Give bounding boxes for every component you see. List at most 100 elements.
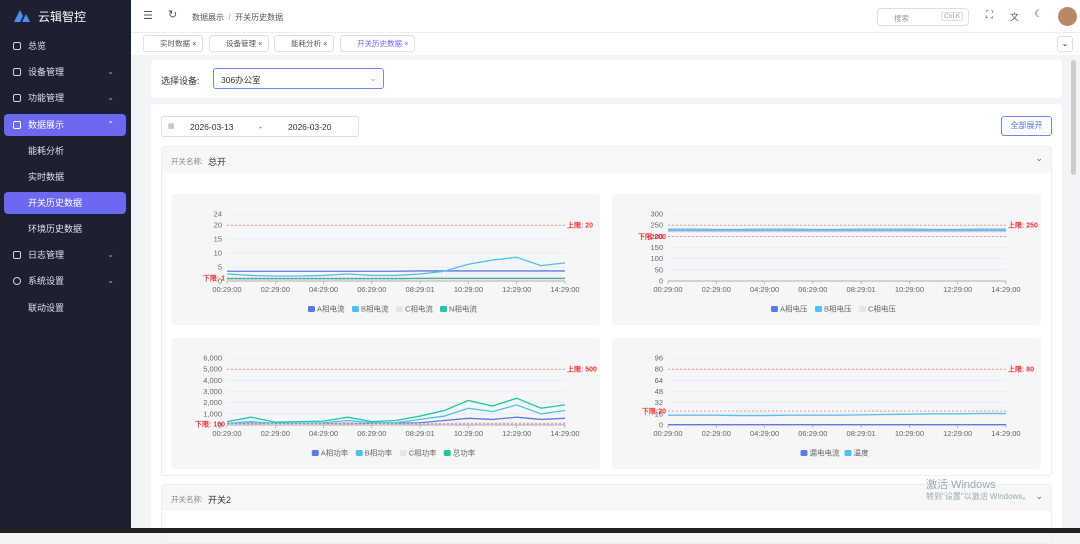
legend-label: A相功率 xyxy=(321,448,349,458)
y-tick-label: 20 xyxy=(214,221,222,230)
legend-label: A相电压 xyxy=(780,304,808,314)
x-tick-label: 14:29:00 xyxy=(991,429,1020,438)
threshold-label: 上限: 80 xyxy=(1008,365,1034,374)
y-tick-label: 300 xyxy=(650,210,663,219)
x-tick-label: 08:29:01 xyxy=(847,285,876,294)
legend-label: B相电压 xyxy=(824,304,852,314)
legend-swatch xyxy=(400,450,407,456)
breadcrumb: 数据展示 / 开关历史数据 xyxy=(192,12,283,23)
y-tick-label: 32 xyxy=(655,398,663,407)
tab-more[interactable]: ⌄ xyxy=(1057,36,1073,52)
legend-label: N相电流 xyxy=(449,304,477,314)
watermark: 激活 Windows xyxy=(926,476,996,492)
menu-item[interactable]: 数据展示⌃ xyxy=(4,114,126,136)
x-tick-label: 04:29:00 xyxy=(309,429,338,438)
x-tick-label: 00:29:00 xyxy=(212,429,241,438)
scrollbar[interactable] xyxy=(1071,60,1076,175)
x-tick-label: 14:29:00 xyxy=(550,429,579,438)
submenu-item[interactable]: 环境历史数据 xyxy=(4,218,126,240)
section: 开关名称: 开关2 ⌄ xyxy=(161,484,1052,544)
menu-toggle[interactable]: ☰ xyxy=(143,9,153,22)
threshold-label: 上限: 500 xyxy=(567,365,597,374)
language[interactable]: 文 xyxy=(1010,10,1019,23)
legend-swatch xyxy=(396,306,403,312)
tab[interactable]: 能耗分析 × xyxy=(274,35,334,52)
section-header[interactable]: 开关名称: 总开 ⌄ xyxy=(162,147,1051,173)
x-tick-label: 00:29:00 xyxy=(653,285,682,294)
threshold-label: 下限: 1 xyxy=(203,274,225,283)
y-tick-label: 4,000 xyxy=(203,376,222,385)
x-tick-label: 12:29:00 xyxy=(943,429,972,438)
refresh[interactable]: ↻ xyxy=(168,8,177,21)
x-tick-label: 04:29:00 xyxy=(750,285,779,294)
x-tick-label: 04:29:00 xyxy=(750,429,779,438)
legend-label: A相电流 xyxy=(317,304,345,314)
expand-all-button[interactable]: 全部展开 xyxy=(1001,116,1052,136)
submenu-item[interactable]: 联动设置 xyxy=(4,297,126,319)
x-tick-label: 08:29:01 xyxy=(847,429,876,438)
legend-swatch xyxy=(352,306,359,312)
y-tick-label: 10 xyxy=(214,249,222,258)
x-tick-label: 10:29:00 xyxy=(454,285,483,294)
legend-label: 总功率 xyxy=(453,448,476,458)
sidebar: 云辑智控 总览 设备管理⌄ 功能管理⌄ 数据展示⌃ 能耗分析 实时数据 开关历史… xyxy=(0,0,131,533)
device-label: 选择设备: xyxy=(161,74,200,87)
legend-swatch xyxy=(312,450,319,456)
x-tick-label: 02:29:00 xyxy=(261,429,290,438)
top-bar: ☰ ↻ 数据展示 / 开关历史数据 搜索 Ctrl K ⛶ 文 ☾ xyxy=(131,0,1080,33)
x-tick-label: 12:29:00 xyxy=(943,285,972,294)
tab[interactable]: 设备管理 × xyxy=(209,35,269,52)
x-tick-label: 12:29:00 xyxy=(502,429,531,438)
menu-item[interactable]: 设备管理⌄ xyxy=(4,61,126,83)
threshold-label: 下限: 100 xyxy=(195,419,225,428)
tab[interactable]: 实时数据 × xyxy=(143,35,203,52)
fullscreen[interactable]: ⛶ xyxy=(986,10,993,21)
x-tick-label: 14:29:00 xyxy=(991,285,1020,294)
x-tick-label: 10:29:00 xyxy=(895,429,924,438)
legend-label: C相电流 xyxy=(405,304,433,314)
y-tick-label: 80 xyxy=(655,365,663,374)
submenu-item[interactable]: 能耗分析 xyxy=(4,140,126,162)
tab-bar: 实时数据 × 设备管理 × 能耗分析 × 开关历史数据 × ⌄ xyxy=(131,33,1080,55)
page: 云辑智控 总览 设备管理⌄ 功能管理⌄ 数据展示⌃ 能耗分析 实时数据 开关历史… xyxy=(0,0,1080,533)
device-select[interactable]: 306办公室⌄ xyxy=(213,68,384,89)
y-tick-label: 150 xyxy=(650,243,663,252)
section-header[interactable]: 开关名称: 开关2 ⌄ xyxy=(162,485,1051,511)
x-tick-label: 12:29:00 xyxy=(502,285,531,294)
series-line xyxy=(227,257,565,276)
menu-item[interactable]: 日志管理⌄ xyxy=(4,244,126,266)
threshold-label: 下限:200 xyxy=(638,232,666,241)
legend-label: 温度 xyxy=(854,448,869,458)
theme[interactable]: ☾ xyxy=(1034,9,1043,20)
legend-label: C相功率 xyxy=(409,448,437,458)
taskbar xyxy=(0,528,1080,533)
legend-swatch xyxy=(356,450,363,456)
menu-item[interactable]: 总览 xyxy=(4,35,126,57)
app-name: 云辑智控 xyxy=(38,8,86,25)
x-tick-label: 04:29:00 xyxy=(309,285,338,294)
submenu-item[interactable]: 实时数据 xyxy=(4,166,126,188)
y-tick-label: 250 xyxy=(650,221,663,230)
legend-label: B相功率 xyxy=(365,448,393,458)
y-tick-label: 24 xyxy=(214,210,222,219)
x-tick-label: 02:29:00 xyxy=(702,429,731,438)
watermark: 转到"设置"以激活 Windows。 xyxy=(926,491,1030,502)
date-range[interactable]: ▦ 2026-03-13 - 2026-03-20 xyxy=(161,116,359,137)
x-tick-label: 08:29:01 xyxy=(406,285,435,294)
submenu-item[interactable]: 开关历史数据 xyxy=(4,192,126,214)
avatar[interactable] xyxy=(1058,7,1077,26)
x-tick-label: 08:29:01 xyxy=(406,429,435,438)
x-tick-label: 00:29:00 xyxy=(653,429,682,438)
x-tick-label: 06:29:00 xyxy=(357,429,386,438)
tab[interactable]: 开关历史数据 × xyxy=(340,35,415,52)
menu-item[interactable]: 系统设置⌄ xyxy=(4,270,126,292)
y-tick-label: 5,000 xyxy=(203,365,222,374)
menu-item[interactable]: 功能管理⌄ xyxy=(4,87,126,109)
search-box[interactable]: 搜索 Ctrl K xyxy=(877,8,969,26)
x-tick-label: 02:29:00 xyxy=(261,285,290,294)
x-tick-label: 10:29:00 xyxy=(454,429,483,438)
